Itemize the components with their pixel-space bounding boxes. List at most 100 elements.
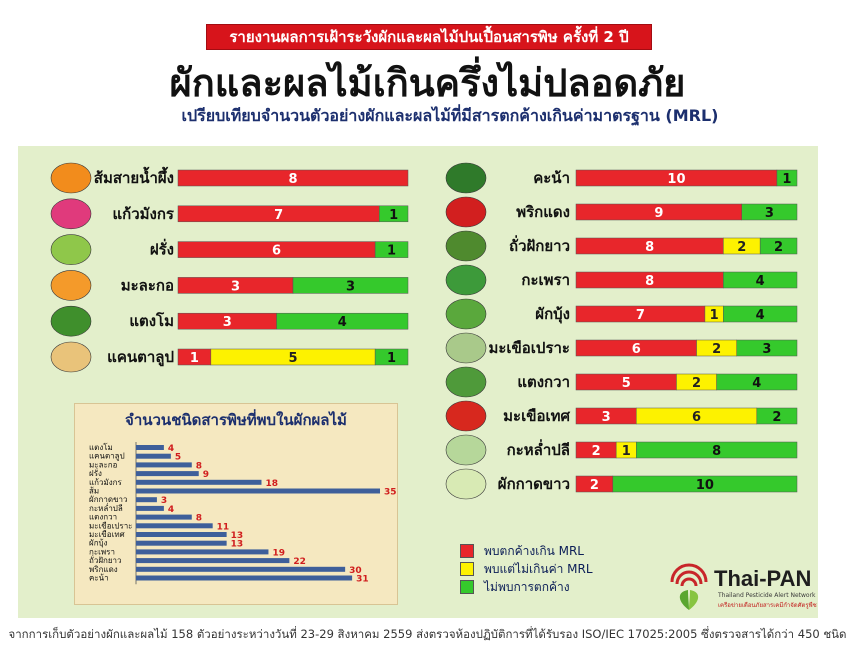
bar-segment [379, 205, 409, 223]
legend-swatch-red [460, 544, 474, 558]
toxin-value-label: 13 [231, 540, 244, 550]
toxin-bar [136, 575, 353, 581]
bar-segment [292, 277, 409, 294]
orange-icon [50, 162, 92, 194]
toxin-bar [136, 479, 262, 485]
bar-segment [723, 305, 798, 323]
toxin-value-label: 11 [217, 522, 230, 532]
logo-tagline-th: เครือข่ายเตือนภัยสารเคมีกำจัดศัตรูพืช [718, 602, 817, 609]
bar-value-label: 1 [782, 172, 791, 187]
legend-swatch-yellow [460, 562, 474, 576]
cantaloupe-icon [50, 341, 92, 373]
bar-segment [276, 312, 409, 330]
bar-segment [759, 237, 798, 255]
category-label: ส้มสายน้ำผึ้ง [94, 166, 174, 187]
cabbage-icon [445, 434, 487, 466]
bar-value-label: 3 [231, 279, 240, 294]
category-label: คะน้า [533, 169, 570, 187]
bar-value-label: 7 [274, 208, 283, 223]
bar-segment [736, 339, 798, 357]
toxin-bar [136, 549, 269, 555]
category-label: แคนตาลูป [107, 348, 174, 367]
bar-value-label: 2 [692, 376, 701, 391]
category-label: ผักกาดขาว [498, 475, 570, 493]
legend-item-over-mrl: พบตกค้างเกิน MRL [460, 542, 593, 560]
page-subtitle: เปรียบเทียบจำนวนตัวอย่างผักและผลไม้ที่มี… [181, 106, 719, 125]
bar-value-label: 2 [712, 342, 721, 357]
papaya-icon [50, 270, 92, 301]
bar-value-label: 4 [756, 308, 765, 323]
chinese-cabbage-icon [445, 468, 487, 500]
toxin-value-label: 8 [196, 461, 202, 471]
toxin-value-label: 13 [231, 531, 244, 541]
bar-value-label: 6 [272, 244, 281, 259]
legend-label: พบแต่ไม่เกินค่า MRL [484, 561, 593, 576]
thai-eggplant-icon [445, 332, 487, 364]
bar-value-label: 4 [752, 376, 761, 391]
dragon-fruit-icon [50, 198, 92, 230]
footnote: จากการเก็บตัวอย่างผักและผลไม้ 158 ตัวอย่… [8, 627, 847, 641]
toxin-value-label: 18 [265, 479, 278, 489]
logo-tagline: Thailand Pesticide Alert Network [718, 592, 816, 599]
bar-value-label: 2 [774, 240, 783, 255]
legend: พบตกค้างเกิน MRL พบแต่ไม่เกินค่า MRL ไม่… [460, 542, 593, 596]
toxin-category-label: ผักบุ้ง [89, 539, 108, 548]
toxin-category-label: กะเพรา [89, 547, 115, 556]
thai-pan-logo: Thai-PAN Thailand Pesticide Alert Networ… [668, 560, 818, 618]
toxin-value-label: 3 [161, 496, 167, 506]
long-bean-icon [445, 230, 487, 262]
holy-basil-icon [445, 264, 487, 296]
toxin-bar [136, 497, 157, 503]
toxin-category-label: ผักกาดขาว [89, 495, 128, 504]
category-label: มะเขือเทศ [503, 407, 570, 425]
page-title: ผักและผลไม้เกินครึ่งไม่ปลอดภัย [169, 61, 686, 105]
toxin-category-label: พริกแดง [89, 565, 118, 574]
toxin-bar [136, 523, 213, 529]
toxin-bar [136, 488, 380, 494]
toxin-bar [136, 445, 164, 450]
bar-segment [177, 169, 409, 187]
toxin-value-label: 4 [168, 505, 174, 515]
category-label: แตงกวา [517, 373, 570, 391]
toxin-category-label: แตงกวา [89, 513, 117, 522]
toxin-bar [136, 558, 290, 564]
toxin-category-label: แก้วมังกร [89, 478, 123, 487]
bar-value-label: 8 [645, 274, 654, 289]
bar-value-label: 8 [645, 240, 654, 255]
toxin-value-label: 30 [349, 566, 362, 576]
toxin-value-label: 8 [196, 514, 202, 524]
kale-icon [445, 162, 487, 194]
toxin-bar [136, 453, 171, 459]
category-label: พริกแดง [516, 203, 570, 221]
toxin-category-label: แคนตาลูป [89, 452, 125, 462]
toxin-category-label: มะเขือเปราะ [89, 521, 132, 530]
bar-value-label: 3 [765, 206, 774, 221]
bar-value-label: 1 [622, 444, 631, 459]
category-label: กะเพรา [521, 271, 570, 289]
bar-value-label: 3 [762, 342, 771, 357]
toxin-category-label: ถั่วฝักยาว [89, 554, 122, 565]
bar-value-label: 1 [389, 208, 398, 223]
bar-value-label: 10 [667, 172, 685, 187]
bar-value-label: 1 [710, 308, 719, 323]
bar-segment [723, 271, 798, 289]
toxin-category-label: ส้ม [89, 487, 99, 496]
bar-value-label: 4 [338, 315, 347, 330]
bar-value-label: 3 [602, 410, 611, 425]
toxin-chart-title: จำนวนชนิดสารพิษที่พบในผักผลไม้ [125, 411, 347, 429]
bar-value-label: 4 [756, 274, 765, 289]
category-label: มะเขือเปราะ [488, 339, 570, 357]
bar-value-label: 8 [712, 444, 721, 459]
bar-value-label: 1 [190, 351, 199, 366]
bar-segment [636, 441, 798, 459]
toxin-bar [136, 540, 227, 546]
bar-segment [612, 475, 798, 493]
bar-value-label: 6 [692, 410, 701, 425]
toxin-value-label: 5 [175, 453, 181, 463]
report-banner: รายงานผลการเฝ้าระวังผักและผลไม้ปนเปื้อนส… [206, 24, 652, 70]
guava-icon [50, 234, 92, 265]
toxin-bar [136, 514, 192, 520]
bar-value-label: 6 [632, 342, 641, 357]
bar-segment [756, 407, 798, 425]
bar-value-label: 2 [590, 478, 599, 493]
